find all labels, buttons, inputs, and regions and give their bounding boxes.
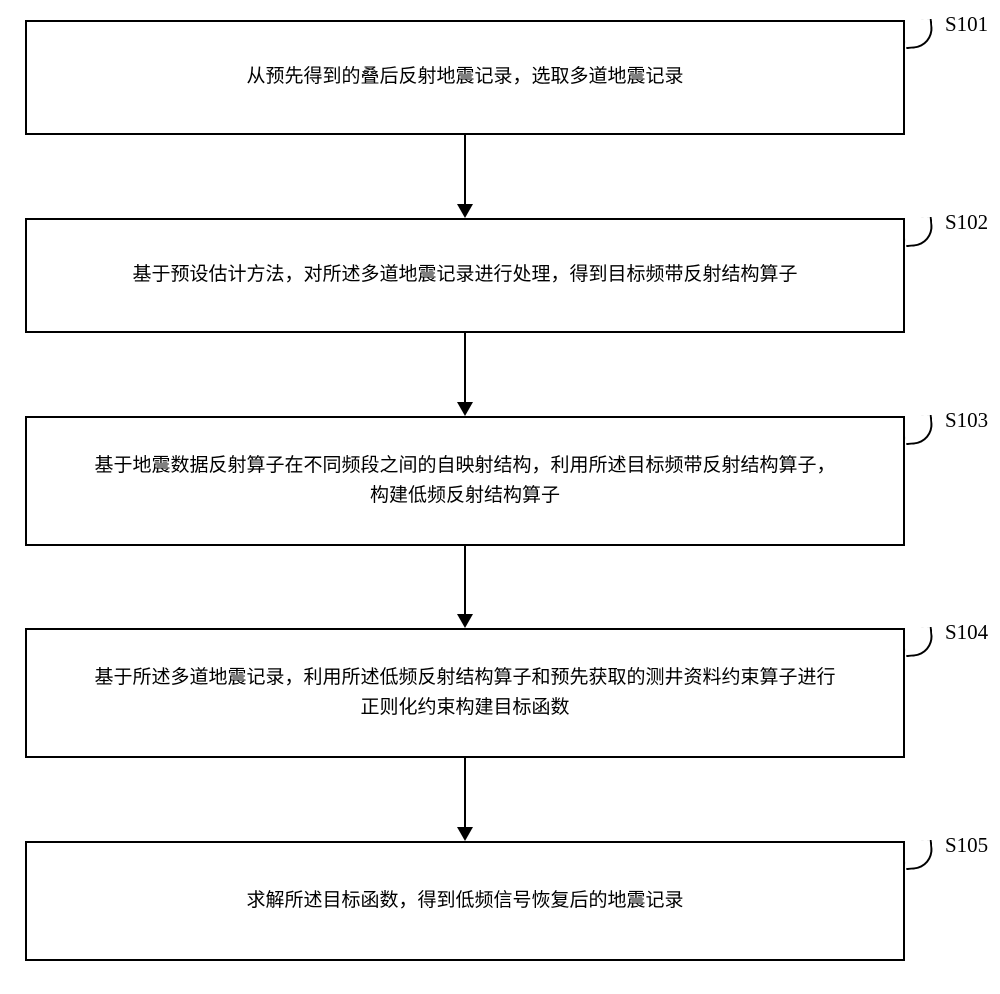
arrow-line <box>464 758 466 827</box>
label-curve-s101 <box>904 19 934 49</box>
step-text: 基于地震数据反射算子在不同频段之间的自映射结构，利用所述目标频带反射结构算子，构… <box>94 451 835 512</box>
label-curve-s102 <box>904 217 934 247</box>
arrow-head <box>457 204 473 218</box>
step-box-s103: 基于地震数据反射算子在不同频段之间的自映射结构，利用所述目标频带反射结构算子，构… <box>25 416 905 546</box>
step-label-s105: S105 <box>945 833 988 858</box>
arrow-head <box>457 614 473 628</box>
label-curve-s103 <box>904 415 934 445</box>
arrow-line <box>464 546 466 614</box>
step-box-s101: 从预先得到的叠后反射地震记录，选取多道地震记录 <box>25 20 905 135</box>
label-curve-s105 <box>904 840 934 870</box>
step-box-s104: 基于所述多道地震记录，利用所述低频反射结构算子和预先获取的测井资料约束算子进行正… <box>25 628 905 758</box>
arrow-line <box>464 135 466 204</box>
flowchart-container: 从预先得到的叠后反射地震记录，选取多道地震记录 S101 基于预设估计方法，对所… <box>0 0 1000 994</box>
step-label-s101: S101 <box>945 12 988 37</box>
step-label-s103: S103 <box>945 408 988 433</box>
arrow-head <box>457 402 473 416</box>
arrow-line <box>464 333 466 402</box>
step-label-s104: S104 <box>945 620 988 645</box>
step-box-s102: 基于预设估计方法，对所述多道地震记录进行处理，得到目标频带反射结构算子 <box>25 218 905 333</box>
step-box-s105: 求解所述目标函数，得到低频信号恢复后的地震记录 <box>25 841 905 961</box>
label-curve-s104 <box>904 627 934 657</box>
step-text: 基于所述多道地震记录，利用所述低频反射结构算子和预先获取的测井资料约束算子进行正… <box>94 663 835 724</box>
step-text: 求解所述目标函数，得到低频信号恢复后的地震记录 <box>246 886 683 916</box>
step-text: 从预先得到的叠后反射地震记录，选取多道地震记录 <box>246 62 683 92</box>
step-text: 基于预设估计方法，对所述多道地震记录进行处理，得到目标频带反射结构算子 <box>132 260 797 290</box>
step-label-s102: S102 <box>945 210 988 235</box>
arrow-head <box>457 827 473 841</box>
